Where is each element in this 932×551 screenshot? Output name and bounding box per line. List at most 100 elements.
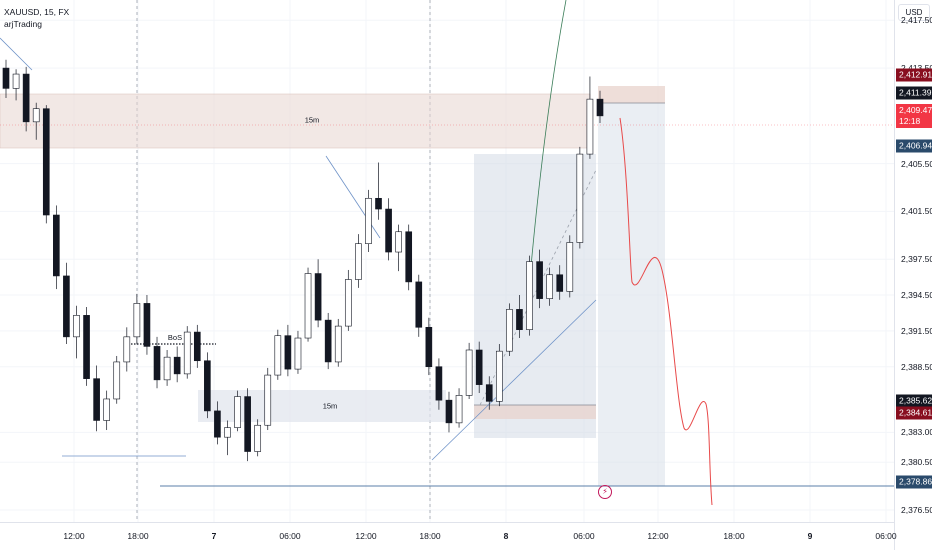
candle-down — [405, 231, 413, 283]
candle-up — [496, 350, 503, 402]
candle-down — [415, 281, 423, 328]
candle-up — [526, 261, 533, 330]
bullish-projection-curve — [527, 0, 567, 301]
long-stop-zone — [474, 405, 596, 419]
time-tick: 12:00 — [355, 531, 377, 541]
candle-up — [586, 98, 594, 155]
chart-canvas[interactable]: XAUUSD, 15, FX arjTrading 15m 15m BoS ⚡ — [0, 0, 894, 522]
candle-down — [244, 396, 251, 452]
candle-down — [536, 261, 543, 299]
price-axis[interactable]: USD 2,417.50 2,413.50 2,405.50 2,401.50 2,39… — [894, 0, 932, 550]
bos-label: BoS — [167, 333, 183, 342]
candle-down — [143, 303, 151, 347]
candle-up — [566, 242, 574, 292]
candle-down — [425, 326, 433, 368]
candle-up — [163, 356, 171, 381]
candle-down — [63, 275, 70, 338]
price-label: 2,385.62 — [896, 394, 932, 408]
price-tick: 2,417.50 — [901, 15, 932, 26]
candle-down — [596, 98, 604, 117]
candle-down — [83, 315, 90, 379]
candle-down — [324, 319, 332, 363]
price-tick: 2,413.50 — [901, 63, 932, 73]
upper-zone-label: 15m — [304, 115, 320, 125]
time-tick: 18:00 — [723, 531, 745, 541]
candle-up — [264, 374, 272, 426]
candle-down — [556, 274, 564, 292]
candle-up — [224, 427, 231, 438]
candle-up — [465, 349, 473, 396]
candle-up — [455, 395, 463, 424]
symbol-title[interactable]: XAUUSD, 15, FX — [4, 7, 70, 17]
candle-down — [53, 214, 60, 277]
price-label: 2,384.61 — [896, 406, 932, 420]
candle-down — [475, 349, 483, 385]
candle-down — [204, 360, 211, 412]
price-tick: 2,405.50 — [901, 158, 932, 169]
time-tick: 06:00 — [279, 531, 301, 541]
candle-up — [506, 309, 513, 352]
price-label: 2,411.39 — [896, 86, 932, 100]
price-tick: 2,394.50 — [901, 290, 932, 301]
candle-down — [93, 378, 100, 421]
candle-down — [22, 73, 30, 123]
candle-down — [193, 331, 201, 362]
candle-up — [123, 336, 131, 363]
candle-down — [2, 67, 10, 89]
price-tick: 2,388.50 — [901, 361, 932, 372]
upper-fvg-zone — [0, 93, 591, 149]
candle-down — [314, 273, 322, 321]
price-tick: 2,397.50 — [901, 254, 932, 265]
short-stop-zone — [598, 86, 665, 103]
candle-down — [516, 309, 523, 330]
price-chart[interactable] — [0, 0, 894, 522]
candle-up — [355, 243, 362, 280]
candle-down — [42, 108, 50, 216]
candle-up — [32, 108, 40, 123]
indicator-author[interactable]: arjTrading — [4, 19, 42, 29]
candle-up — [365, 197, 372, 244]
time-tick: 8 — [503, 531, 509, 541]
candle-up — [576, 153, 584, 243]
long-position-zone — [474, 154, 596, 438]
price-tick: 2,391.50 — [901, 325, 932, 336]
price-tick: 2,401.50 — [901, 206, 932, 217]
candle-up — [395, 231, 402, 253]
candle-up — [546, 274, 553, 299]
currency-button[interactable]: USD — [898, 4, 930, 21]
candle-down — [173, 356, 181, 375]
candle-up — [254, 424, 262, 452]
lower-zone-label: 15m — [322, 401, 338, 411]
candle-up — [12, 73, 20, 89]
candle-down — [385, 208, 392, 253]
short-target-zone — [598, 103, 665, 486]
candle-up — [344, 279, 352, 327]
candle-up — [183, 331, 191, 375]
candle-down — [445, 399, 453, 424]
price-label: 2,412.91 — [896, 68, 932, 82]
candle-up — [103, 398, 110, 421]
time-tick: 06:00 — [573, 531, 595, 541]
bearish-projection-curve — [619, 117, 713, 506]
price-tick: 2,383.00 — [901, 427, 932, 438]
price-label: 2,378.86 — [896, 475, 932, 489]
time-axis[interactable]: 12:00 18:00 7 06:00 12:00 18:00 8 06:00 12:00 18:… — [0, 522, 897, 551]
candle-up — [133, 303, 141, 338]
time-tick: 18:00 — [419, 531, 441, 541]
candle-up — [234, 396, 241, 428]
price-tick: 2,376.50 — [901, 505, 932, 516]
trend-line — [0, 37, 33, 71]
time-tick: 7 — [211, 531, 217, 541]
chart-legend: XAUUSD, 15, FX arjTrading — [4, 6, 69, 30]
price-label: 2,409.47 12:18 — [896, 104, 932, 129]
countdown-label: 12:18 — [899, 116, 921, 127]
time-tick: 18:00 — [127, 531, 149, 541]
event-flag-icon[interactable]: ⚡ — [598, 485, 612, 499]
candle-down — [375, 197, 382, 210]
candle-up — [274, 335, 282, 376]
time-tick: 9 — [807, 531, 813, 541]
candle-up — [73, 315, 80, 338]
time-tick: 06:00 — [875, 531, 897, 541]
candle-down — [284, 335, 292, 370]
price-label: 2,406.94 — [896, 139, 932, 153]
